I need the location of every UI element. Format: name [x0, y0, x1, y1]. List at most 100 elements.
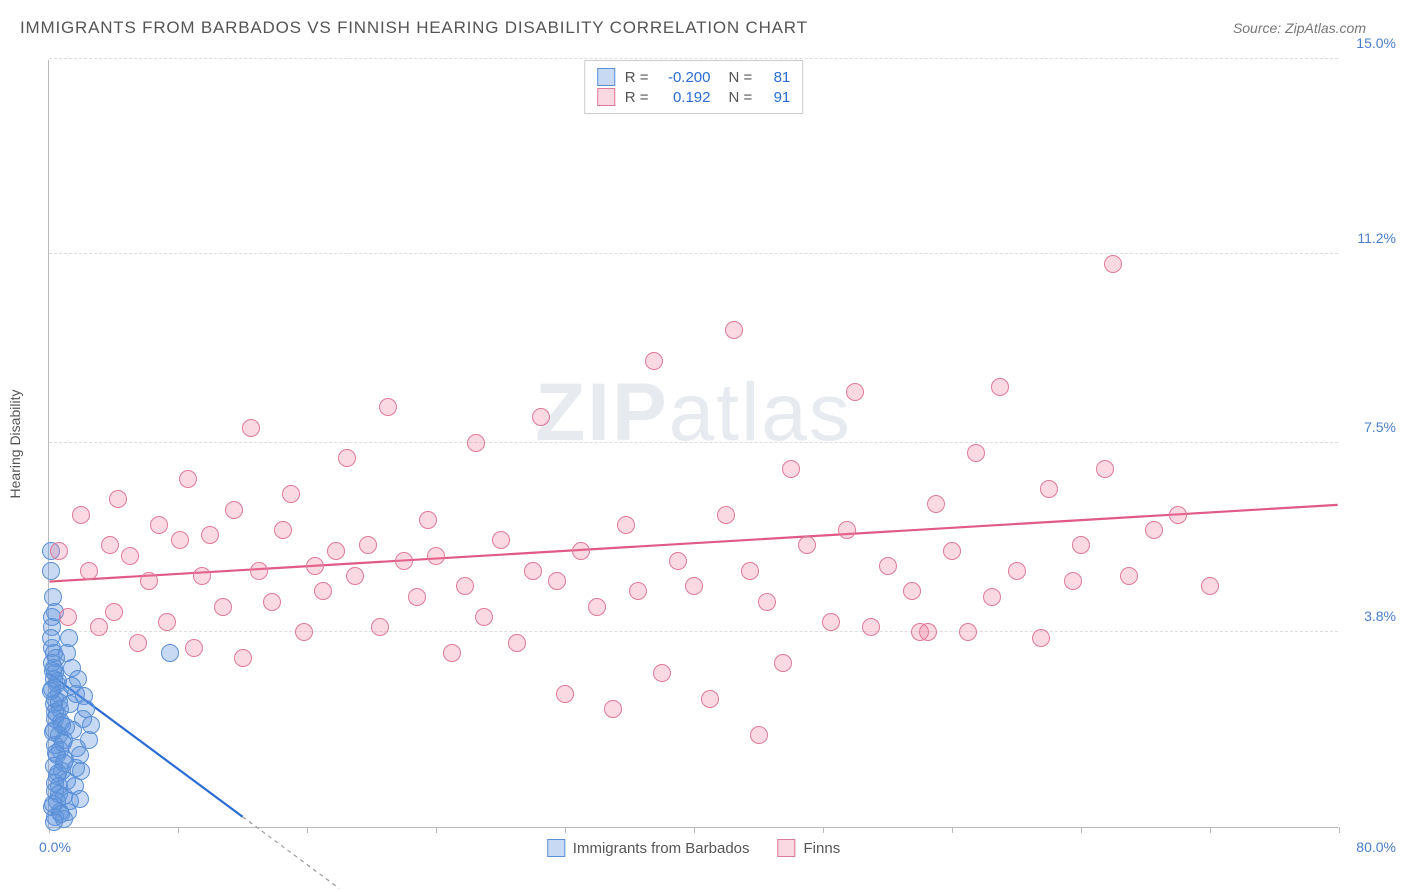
data-point	[1201, 577, 1219, 595]
r-label: R =	[625, 89, 649, 106]
data-point	[121, 547, 139, 565]
data-point	[105, 603, 123, 621]
x-tick	[823, 827, 824, 833]
trend-lines-layer	[49, 60, 1338, 827]
scatter-chart: ZIPatlas Hearing Disability R =-0.200N =…	[48, 60, 1338, 828]
data-point	[1096, 460, 1114, 478]
data-point	[572, 542, 590, 560]
data-point	[725, 321, 743, 339]
x-axis-max-label: 80.0%	[1356, 839, 1396, 855]
trendline	[49, 505, 1337, 582]
data-point	[532, 408, 550, 426]
data-point	[774, 654, 792, 672]
data-point	[42, 562, 60, 580]
x-tick	[952, 827, 953, 833]
gridline	[49, 442, 1338, 443]
series-legend: Immigrants from BarbadosFinns	[547, 839, 840, 857]
data-point	[1169, 506, 1187, 524]
data-point	[838, 521, 856, 539]
data-point	[59, 608, 77, 626]
legend-swatch	[547, 839, 565, 857]
data-point	[911, 623, 929, 641]
data-point	[669, 552, 687, 570]
data-point	[314, 582, 332, 600]
data-point	[71, 790, 89, 808]
data-point	[150, 516, 168, 534]
data-point	[556, 685, 574, 703]
correlation-stats-box: R =-0.200N =81R =0.192N =91	[584, 60, 804, 114]
data-point	[90, 618, 108, 636]
data-point	[371, 618, 389, 636]
data-point	[42, 629, 60, 647]
data-point	[717, 506, 735, 524]
data-point	[50, 542, 68, 560]
data-point	[179, 470, 197, 488]
data-point	[508, 634, 526, 652]
data-point	[1072, 536, 1090, 554]
data-point	[1104, 255, 1122, 273]
data-point	[475, 608, 493, 626]
y-tick-label: 3.8%	[1364, 608, 1396, 624]
data-point	[1120, 567, 1138, 585]
data-point	[879, 557, 897, 575]
data-point	[548, 572, 566, 590]
data-point	[306, 557, 324, 575]
x-tick	[694, 827, 695, 833]
data-point	[419, 511, 437, 529]
data-point	[959, 623, 977, 641]
x-tick	[1339, 827, 1340, 833]
data-point	[282, 485, 300, 503]
stats-row: R = -0.200 N = 81	[597, 67, 791, 87]
data-point	[862, 618, 880, 636]
data-point	[346, 567, 364, 585]
trendline-extension	[243, 817, 340, 889]
r-value: -0.200	[659, 69, 711, 86]
data-point	[171, 531, 189, 549]
y-tick-label: 7.5%	[1364, 419, 1396, 435]
data-point	[129, 634, 147, 652]
data-point	[1040, 480, 1058, 498]
gridline	[49, 58, 1338, 59]
data-point	[456, 577, 474, 595]
data-point	[327, 542, 345, 560]
data-point	[395, 552, 413, 570]
data-point	[991, 378, 1009, 396]
data-point	[750, 726, 768, 744]
r-label: R =	[625, 69, 649, 86]
data-point	[492, 531, 510, 549]
data-point	[629, 582, 647, 600]
data-point	[201, 526, 219, 544]
n-value: 81	[762, 69, 790, 86]
r-value: 0.192	[659, 89, 711, 106]
data-point	[338, 449, 356, 467]
source-attribution: Source: ZipAtlas.com	[1233, 20, 1366, 36]
data-point	[701, 690, 719, 708]
data-point	[903, 582, 921, 600]
data-point	[214, 598, 232, 616]
data-point	[408, 588, 426, 606]
data-point	[68, 739, 86, 757]
n-label: N =	[729, 69, 753, 86]
data-point	[846, 383, 864, 401]
x-tick	[1210, 827, 1211, 833]
data-point	[604, 700, 622, 718]
data-point	[109, 490, 127, 508]
stats-row: R =0.192N =91	[597, 87, 791, 107]
data-point	[75, 687, 93, 705]
data-point	[234, 649, 252, 667]
data-point	[645, 352, 663, 370]
data-point	[588, 598, 606, 616]
data-point	[653, 664, 671, 682]
legend-swatch	[597, 68, 615, 86]
legend-item: Immigrants from Barbados	[547, 839, 750, 857]
x-tick	[178, 827, 179, 833]
data-point	[1064, 572, 1082, 590]
data-point	[943, 542, 961, 560]
data-point	[295, 623, 313, 641]
data-point	[967, 444, 985, 462]
data-point	[225, 501, 243, 519]
chart-title: IMMIGRANTS FROM BARBADOS VS FINNISH HEAR…	[20, 18, 808, 38]
data-point	[263, 593, 281, 611]
y-axis-title: Hearing Disability	[7, 389, 23, 498]
legend-swatch	[778, 839, 796, 857]
